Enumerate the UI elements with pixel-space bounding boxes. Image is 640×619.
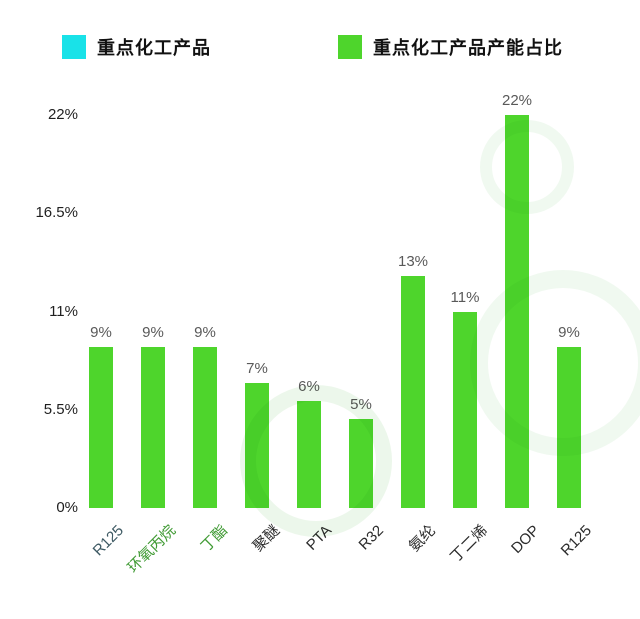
bar-value-label: 22%	[501, 92, 533, 109]
bar-DOP	[505, 115, 529, 508]
legend-item-products: 重点化工产品	[62, 34, 211, 60]
x-axis-tick-label: 氨纶	[405, 522, 440, 556]
legend-label-capacity-share: 重点化工产品产能占比	[373, 38, 563, 58]
x-axis-tick-label: R125	[89, 522, 128, 560]
legend-label-products: 重点化工产品	[97, 38, 211, 58]
y-axis-tick-label: 0%	[56, 499, 78, 516]
bar-环氧丙烷	[141, 347, 165, 508]
bar-聚醚	[245, 382, 269, 508]
y-axis-tick-label: 11%	[49, 302, 78, 320]
bar-氨纶	[401, 275, 425, 508]
x-axis-tick-label: PTA	[303, 522, 336, 554]
x-axis-tick-label: R125	[557, 522, 596, 560]
bar-value-label: 5%	[350, 395, 372, 413]
x-axis-tick-label: 聚醚	[249, 522, 284, 556]
x-axis-tick-label: 丁二烯	[447, 522, 492, 566]
x-axis-tick-label: 环氧丙烷	[124, 522, 180, 577]
y-axis-tick-label: 22%	[47, 106, 78, 123]
legend-swatch-green	[338, 35, 362, 59]
x-axis-tick-label: DOP	[508, 522, 544, 558]
bar-PTA	[297, 400, 321, 508]
bar-value-label: 11%	[450, 288, 480, 306]
y-axis-tick-label: 5.5%	[43, 400, 78, 418]
bar-value-label: 9%	[194, 324, 216, 342]
bar-丁酯	[193, 347, 217, 508]
bar-value-label: 13%	[397, 252, 429, 270]
x-axis-tick-label: 丁酯	[197, 522, 232, 556]
legend-item-capacity-share: 重点化工产品产能占比	[338, 34, 563, 60]
bar-R125	[89, 347, 113, 508]
bar-value-label: 9%	[142, 324, 164, 342]
bar-R32	[349, 418, 373, 508]
bar-丁二烯	[453, 311, 477, 508]
bar-value-label: 7%	[246, 359, 268, 377]
legend-swatch-cyan	[62, 35, 86, 59]
bar-value-label: 9%	[90, 324, 112, 342]
y-axis-tick-label: 16.5%	[35, 204, 78, 222]
x-axis-tick-label: R32	[355, 522, 388, 554]
bar-R125	[557, 347, 581, 508]
bar-value-label: 9%	[558, 324, 580, 342]
